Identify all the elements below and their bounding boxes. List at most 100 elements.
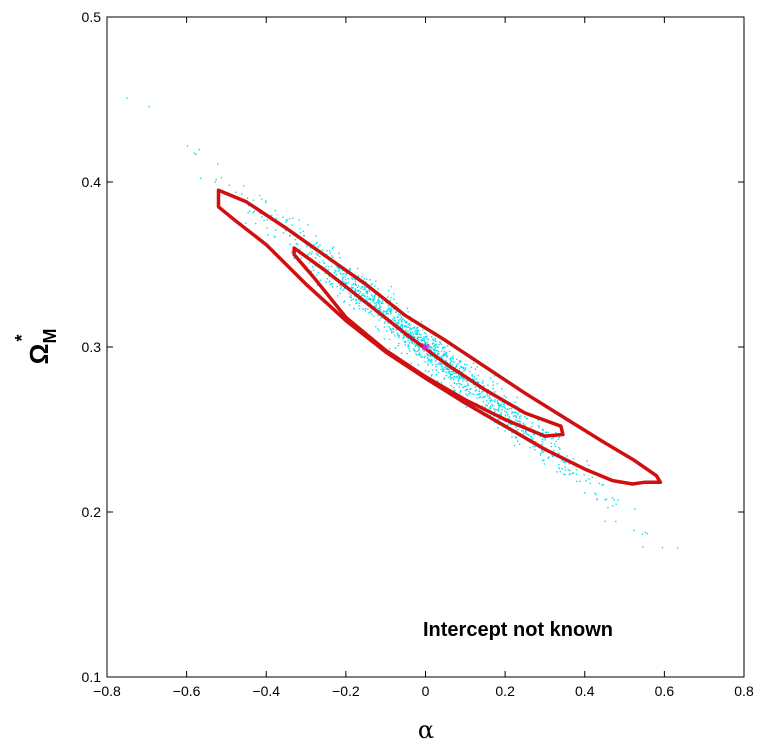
scatter-point	[349, 267, 351, 270]
scatter-point	[414, 350, 416, 352]
scatter-point	[355, 302, 357, 305]
scatter-point	[561, 459, 563, 462]
scatter-point	[558, 467, 560, 469]
scatter-point	[486, 395, 489, 397]
scatter-point	[551, 455, 554, 458]
scatter-point	[439, 362, 441, 365]
scatter-point	[443, 353, 445, 355]
scatter-point	[411, 342, 413, 344]
scatter-point	[515, 419, 517, 421]
x-tick-label: −0.4	[252, 683, 280, 699]
scatter-point	[377, 308, 379, 310]
scatter-point	[452, 355, 454, 357]
scatter-point	[344, 279, 347, 281]
scatter-point	[461, 376, 463, 378]
scatter-point	[585, 480, 587, 482]
scatter-point	[315, 253, 317, 255]
scatter-point	[441, 381, 443, 384]
scatter-point	[351, 277, 353, 279]
scatter-point	[518, 420, 520, 422]
scatter-point	[355, 290, 357, 292]
scatter-point	[380, 301, 382, 304]
scatter-point	[548, 456, 550, 458]
scatter-point	[350, 299, 353, 301]
scatter-point	[265, 200, 267, 202]
scatter-point	[393, 331, 395, 333]
scatter-point	[472, 362, 475, 364]
scatter-point	[512, 415, 515, 417]
scatter-point	[456, 365, 458, 367]
scatter-point	[440, 350, 443, 352]
scatter-point	[416, 332, 418, 334]
scatter-point	[297, 243, 299, 245]
scatter-point	[496, 409, 499, 411]
scatter-point	[500, 403, 502, 405]
scatter-point	[517, 440, 519, 442]
scatter-point	[273, 235, 276, 238]
scatter-point	[397, 334, 399, 337]
scatter-point	[396, 332, 399, 334]
scatter-point	[455, 372, 457, 375]
scatter-point	[439, 341, 441, 343]
scatter-point	[489, 405, 491, 407]
scatter-point	[547, 457, 549, 459]
scatter-point	[266, 227, 268, 229]
scatter-point	[319, 279, 321, 281]
scatter-point	[375, 304, 378, 306]
scatter-point	[539, 435, 541, 438]
scatter-point	[394, 347, 397, 349]
scatter-point	[552, 437, 555, 439]
scatter-point	[378, 329, 380, 332]
scatter-point	[416, 354, 418, 356]
scatter-point	[369, 279, 371, 281]
scatter-point	[612, 505, 614, 507]
scatter-point	[598, 482, 601, 485]
scatter-point	[443, 377, 446, 379]
scatter-point	[261, 216, 263, 218]
scatter-point	[261, 198, 263, 200]
scatter-point	[403, 337, 405, 339]
scatter-point	[392, 328, 395, 331]
scatter-point	[413, 326, 416, 328]
scatter-point	[522, 422, 525, 425]
scatter-point	[489, 409, 491, 411]
scatter-point	[422, 338, 424, 340]
scatter-point	[461, 366, 463, 368]
scatter-point	[350, 286, 353, 288]
scatter-point	[291, 224, 293, 226]
scatter-point	[494, 399, 496, 401]
scatter-point	[445, 371, 447, 373]
scatter-point	[479, 392, 481, 395]
scatter-point	[443, 354, 445, 356]
scatter-point	[445, 351, 448, 353]
scatter-point	[479, 396, 482, 398]
scatter-point	[514, 411, 516, 414]
scatter-point	[501, 387, 503, 390]
scatter-point	[460, 366, 462, 368]
scatter-point	[526, 433, 528, 436]
scatter-point	[431, 347, 433, 349]
scatter-point	[392, 308, 395, 310]
scatter-point	[390, 285, 393, 288]
scatter-point	[437, 371, 440, 374]
scatter-point	[443, 369, 445, 371]
scatter-point	[215, 178, 217, 181]
scatter-point	[241, 193, 243, 195]
scatter-point	[445, 354, 448, 356]
scatter-point	[465, 406, 468, 408]
scatter-point	[335, 270, 337, 272]
scatter-point	[214, 181, 217, 183]
scatter-point	[380, 317, 382, 319]
scatter-point	[497, 404, 500, 407]
scatter-point	[505, 411, 508, 414]
scatter-point	[416, 327, 418, 329]
scatter-point	[394, 320, 396, 322]
scatter-point	[460, 360, 462, 363]
scatter-point	[393, 298, 395, 300]
scatter-point	[438, 350, 440, 353]
contour-inner	[292, 246, 565, 438]
scatter-point	[431, 360, 433, 363]
scatter-point	[282, 216, 284, 218]
scatter-point	[448, 371, 450, 373]
